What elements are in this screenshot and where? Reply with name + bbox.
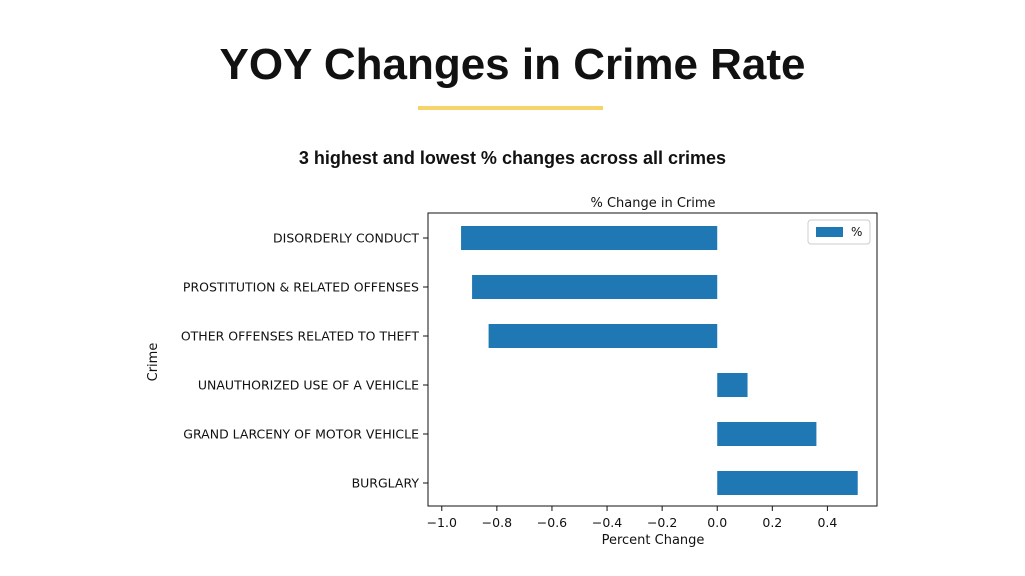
x-tick-label: 0.2	[762, 515, 782, 530]
title-underline	[418, 106, 603, 110]
y-tick-labels: DISORDERLY CONDUCT PROSTITUTION & RELATED…	[181, 231, 428, 491]
slide-subtitle: 3 highest and lowest % changes across al…	[298, 148, 727, 168]
y-tick-label: OTHER OFFENSES RELATED TO THEFT	[181, 329, 420, 344]
bar	[717, 373, 748, 397]
legend: %	[807, 219, 871, 245]
x-ticks: −1.0 −0.8 −0.6 −0.4 −0.2 0.0 0.2 0.4	[427, 506, 837, 530]
x-tick-label: −0.2	[647, 515, 677, 530]
plot-frame	[427, 212, 878, 507]
x-tick-label: −0.8	[482, 515, 512, 530]
chart-title: % Change in Crime	[590, 196, 715, 211]
y-tick-label: UNAUTHORIZED USE OF A VEHICLE	[198, 378, 419, 393]
bar	[472, 275, 718, 299]
slide-title: YOY Changes in Crime Rate	[219, 40, 806, 89]
bars-group	[461, 226, 858, 495]
bar	[717, 422, 817, 446]
x-axis-label: Percent Change	[602, 533, 705, 548]
bar	[461, 226, 718, 250]
legend-label: %	[851, 225, 862, 239]
y-tick-label: BURGLARY	[352, 476, 420, 491]
bar	[717, 471, 858, 495]
x-tick-label: −0.4	[592, 515, 622, 530]
x-tick-label: −1.0	[427, 515, 457, 530]
y-tick-label: DISORDERLY CONDUCT	[273, 231, 419, 246]
y-tick-label: PROSTITUTION & RELATED OFFENSES	[183, 280, 419, 295]
legend-swatch	[816, 227, 843, 237]
y-tick-label: GRAND LARCENY OF MOTOR VEHICLE	[183, 427, 419, 442]
x-tick-label: −0.6	[537, 515, 567, 530]
bar	[488, 324, 718, 348]
x-tick-label: 0.0	[707, 515, 727, 530]
y-axis-label: Crime	[146, 343, 161, 382]
x-tick-label: 0.4	[817, 515, 837, 530]
